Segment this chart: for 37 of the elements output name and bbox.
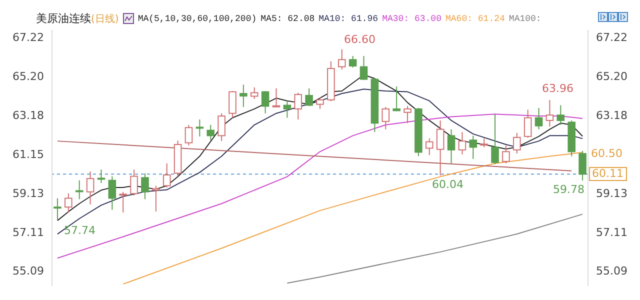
text: 60.50 [591, 147, 622, 160]
candlestick [152, 185, 160, 212]
ref-line-label: 60.11 [589, 167, 626, 182]
text: MA5: 62.08 [260, 14, 315, 24]
text: MA60: 61.24 [446, 14, 505, 24]
y-tick-label: 59.13 [12, 186, 44, 200]
text: MA10: 61.96 [318, 14, 378, 24]
annotation: 57.74 [64, 224, 96, 237]
y-tick-label: 57.11 [12, 226, 44, 239]
y2-tick-label: 65.20 [596, 70, 628, 84]
chart-subtitle: (日线) [91, 12, 119, 26]
candlestick [436, 120, 444, 176]
annotation: 60.04 [432, 178, 464, 191]
text: MA100: [508, 14, 542, 24]
annotation: 59.78 [553, 183, 584, 196]
chart-title: 美原油连续 [36, 11, 91, 26]
annotation: 63.96 [542, 82, 574, 95]
y2-tick-label: 59.13 [596, 186, 628, 200]
y-tick-label: 63.18 [12, 108, 44, 122]
candlestick [86, 170, 94, 205]
y-tick-label: 67.22 [12, 31, 44, 44]
y2-tick-label: 67.22 [596, 31, 628, 44]
y-tick-label: 65.20 [12, 70, 44, 84]
y2-tick-label: 55.09 [596, 264, 628, 278]
candlestick [240, 84, 248, 108]
text: MA(5,10,30,60,100,200) [138, 14, 257, 24]
y-tick-label: 55.09 [12, 264, 44, 278]
candlestick [54, 198, 62, 220]
annotation: 66.60 [344, 33, 376, 46]
text: MA30: 63.00 [382, 14, 442, 24]
candlestick [196, 119, 204, 137]
y2-tick-label: 57.11 [596, 226, 628, 239]
line-series [56, 114, 584, 259]
candlestick [174, 140, 182, 177]
y-tick-label: 61.15 [12, 148, 44, 162]
y2-tick-label: 63.18 [596, 108, 628, 122]
line-series [286, 214, 584, 284]
